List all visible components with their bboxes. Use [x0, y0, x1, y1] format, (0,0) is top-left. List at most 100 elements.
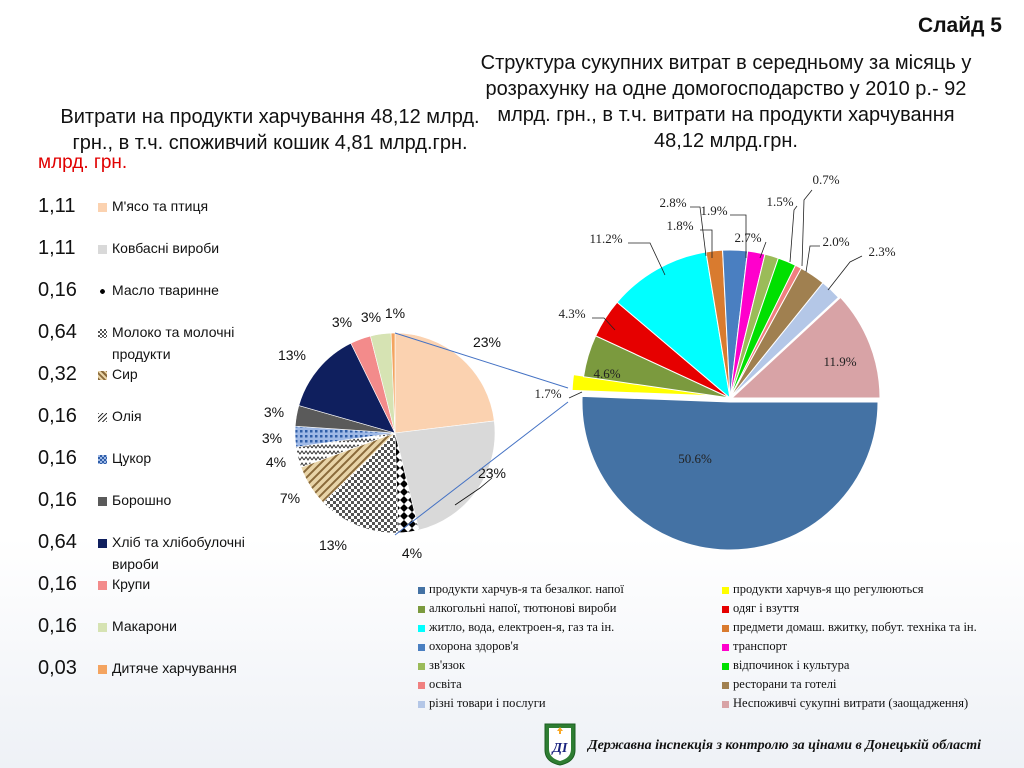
right-legend: продукти харчув-я та безалког. напої алко… [418, 580, 1018, 710]
right-legend-item: одяг і взуття [722, 599, 799, 617]
left-pie-slice-молоко-та-молочні-продукти [322, 432, 399, 534]
right-legend-swatch [418, 681, 425, 689]
left-pie-slice-хліб-та-хлібобулочні-вироби [298, 342, 396, 434]
left-legend-value: 0,16 [38, 447, 77, 469]
unit-label: млрд. грн. [38, 152, 128, 173]
right-pie-percent-label: 11.2% [589, 231, 622, 246]
left-legend-swatch [98, 623, 107, 632]
right-pie-slice-продукти-харчув-я-та-безалког-напої [581, 395, 879, 551]
left-legend-value: 0,16 [38, 279, 77, 301]
right-pie-slice-різні-товари-і-послуги [729, 282, 840, 399]
left-legend-label: Крупи [112, 576, 151, 592]
left-legend-label: Макарони [112, 618, 177, 634]
left-legend-value: 1,11 [38, 195, 76, 217]
right-pie-leader-line [690, 206, 707, 257]
left-pie-percent-label: 23% [473, 334, 501, 350]
connector-line-top [394, 332, 569, 389]
right-legend-label: предмети домаш. вжитку, побут. техніка т… [733, 620, 977, 634]
left-legend-label: Сир [112, 366, 138, 382]
connector-lines [394, 332, 569, 536]
right-legend-label: Неспоживчі сукупні витрати (заощадження) [733, 696, 969, 710]
right-legend-swatch [418, 624, 425, 632]
right-legend-item: транспорт [722, 637, 787, 655]
right-legend-swatch [418, 643, 425, 651]
right-pie-percent-label: 2.8% [659, 195, 686, 210]
left-pie-leader-line [454, 477, 493, 506]
right-legend-item: продукти харчув-я та безалког. напої [418, 580, 624, 598]
left-legend-label: Борошно [112, 492, 172, 508]
right-legend-item: предмети домаш. вжитку, побут. техніка т… [722, 618, 977, 636]
right-legend-item: охорона здоров'я [418, 637, 519, 655]
right-pie-percent-label: 1.7% [534, 386, 561, 401]
right-pie-labels: 50.6% 4.6% 11.2% 2.7% 1.5% 0.7% 2.3% 1.7% 4.3% 1.… [534, 172, 895, 466]
right-pie-leader-line [700, 229, 713, 258]
left-legend-swatch [98, 455, 107, 464]
right-pie-leader-line [592, 317, 616, 331]
right-legend-item: різні товари і послуги [418, 694, 546, 712]
right-legend-swatch [722, 643, 729, 651]
right-pie-leader-line [789, 205, 798, 263]
left-pie-percent-label: 4% [266, 454, 286, 470]
right-pie-percent-label: 50.6% [678, 451, 712, 466]
left-legend-label: Хліб та хлібобулочні вироби [112, 534, 245, 572]
right-legend-swatch [418, 662, 425, 670]
left-legend-label: Цукор [112, 450, 152, 466]
right-pie-leader-line [568, 391, 583, 399]
right-pie-percent-label: 4.3% [558, 306, 585, 321]
left-pie-percent-label: 23% [478, 465, 506, 481]
right-legend-label: різні товари і послуги [429, 696, 546, 710]
right-legend-item: продукти харчув-я що регулюються [722, 580, 924, 598]
left-pie-percent-label: 1% [385, 305, 405, 321]
right-legend-label: одяг і взуття [733, 601, 800, 615]
right-legend-swatch [418, 605, 425, 613]
left-legend-label: Ковбасні вироби [112, 240, 220, 256]
right-legend-label: освіта [429, 677, 462, 691]
right-legend-label: відпочинок і культура [733, 658, 850, 672]
left-pie-percent-label: 3% [332, 314, 352, 330]
left-legend-label: Дитяче харчування [112, 660, 237, 676]
right-legend-item: освіта [418, 675, 462, 693]
right-pie-leader-line [730, 214, 747, 258]
right-legend-label: охорона здоров'я [429, 639, 519, 653]
left-legend-swatch [98, 287, 107, 296]
right-legend-label: продукти харчув-я що регулюються [733, 582, 924, 596]
left-legend-swatch [98, 497, 107, 506]
left-legend-value: 0,03 [38, 657, 77, 679]
right-legend-label: ресторани та готелі [733, 677, 837, 691]
left-legend-swatch [98, 413, 107, 422]
left-pie-slice-дитяче-харчування [390, 332, 396, 434]
right-legend-swatch [722, 624, 729, 632]
right-legend-swatch [722, 605, 729, 613]
footer: ДІ Державна інспекція з контролю за ціна… [540, 718, 1024, 768]
right-legend-swatch [722, 662, 729, 670]
emblem-logo: ДІ [544, 723, 576, 766]
right-pie-leader-line [628, 242, 666, 276]
left-pie-percent-label: 13% [319, 537, 347, 553]
right-legend-item: алкогольні напої, тютюнові вироби [418, 599, 616, 617]
right-pie-percent-label: 11.9% [823, 354, 856, 369]
right-pie-percent-label: 4.6% [593, 366, 620, 381]
right-pie-percent-label: 1.5% [766, 194, 793, 209]
left-legend-value: 0,16 [38, 405, 77, 427]
left-legend-swatch [98, 203, 107, 212]
right-pie-slice-житло-вода-електроен-я-газ-та-ін [616, 251, 731, 400]
right-pie-leader-line [801, 189, 813, 267]
left-legend-label: Молоко та молочні продукти [112, 324, 235, 362]
left-legend-value: 0,32 [38, 363, 77, 385]
right-legend-label: зв'язок [429, 658, 466, 672]
right-legend-label: транспорт [733, 639, 788, 653]
right-pie-percent-label: 1.9% [700, 203, 727, 218]
right-legend-label: алкогольні напої, тютюнові вироби [429, 601, 617, 615]
right-legend-swatch [722, 681, 729, 689]
left-legend-label: М'ясо та птиця [112, 198, 209, 214]
left-pie-percent-label: 3% [262, 430, 282, 446]
left-pie-percent-label: 13% [278, 347, 306, 363]
right-pie-chart [571, 249, 881, 551]
connector-line-bottom [394, 401, 569, 536]
right-legend-item: житло, вода, електроен-я, газ та ін. [418, 618, 614, 636]
emblem-text: ДІ [550, 741, 568, 756]
left-pie-percent-label: 3% [361, 309, 381, 325]
right-pie-percent-label: 2.0% [822, 234, 849, 249]
left-pie-percent-label: 4% [402, 545, 422, 561]
